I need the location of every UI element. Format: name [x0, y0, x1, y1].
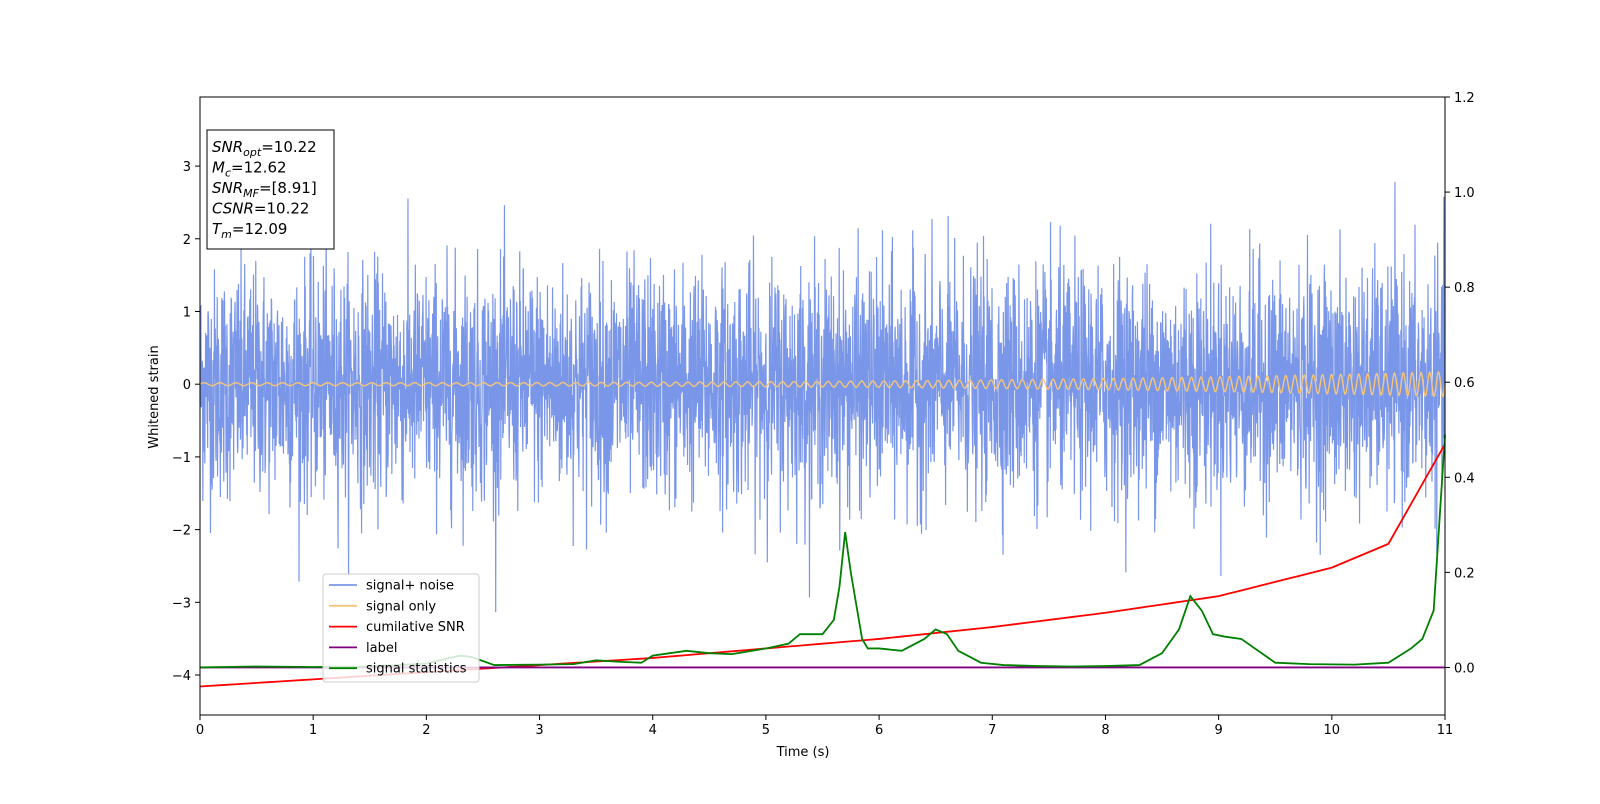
- legend-label: signal statistics: [366, 662, 467, 677]
- x-tick-label: 4: [649, 723, 657, 738]
- x-tick-label: 6: [875, 723, 883, 738]
- x-axis-label: Time (s): [776, 745, 830, 760]
- info-box-line: CSNR=10.22: [212, 200, 309, 218]
- y-left-tick-label: 3: [183, 160, 191, 175]
- series-line-signal-only: [199, 371, 1446, 398]
- y-left-tick-label: −3: [172, 596, 191, 611]
- x-tick-label: 7: [988, 723, 996, 738]
- y-left-tick-label: 2: [183, 233, 191, 248]
- legend-label: label: [366, 641, 397, 656]
- plot-frame: [199, 96, 1446, 716]
- info-box-frame: [206, 129, 335, 250]
- legend-label: signal+ noise: [366, 579, 454, 594]
- legend-label: signal only: [366, 599, 436, 614]
- info-box-line: SNRMF=[8.91]: [212, 179, 317, 200]
- x-tick-label: 10: [1324, 723, 1341, 738]
- y-right-tick-label: 1.0: [1454, 186, 1475, 201]
- y-right-tick-label: 0.8: [1454, 281, 1475, 296]
- info-box-line: Tm=12.09: [212, 220, 287, 241]
- x-tick-label: 3: [535, 723, 543, 738]
- x-tick-label: 11: [1437, 723, 1454, 738]
- series-line-signal-noise: [199, 182, 1446, 613]
- x-tick-label: 9: [1214, 723, 1222, 738]
- y-right-tick-label: 0.6: [1454, 376, 1475, 391]
- y-left-tick-label: 1: [183, 305, 191, 320]
- y-right-tick-label: 0.4: [1454, 471, 1475, 486]
- y-right-tick-label: 0.2: [1454, 566, 1475, 581]
- ticks-layer: 0 1 2 3 4 5 6 7 8 9 10 11 −4 −3 −2 −1 0 1 2 3 0.0 0.2 0.4 0.6 0.…: [172, 91, 1475, 738]
- x-tick-label: 0: [196, 723, 204, 738]
- x-tick-label: 1: [309, 723, 317, 738]
- y-right-tick-label: 0.0: [1454, 661, 1475, 676]
- legend: signal+ noise signal only cumilative SNR la…: [322, 573, 480, 683]
- legend-label: cumilative SNR: [366, 620, 465, 635]
- x-tick-label: 8: [1101, 723, 1109, 738]
- legend-frame: [322, 573, 480, 683]
- y-axis-label: Whitened strain: [147, 345, 162, 448]
- info-box-line: Mc=12.62: [212, 159, 287, 180]
- axes-layer: [199, 96, 1446, 716]
- x-tick-label: 2: [422, 723, 430, 738]
- x-tick-label: 5: [762, 723, 770, 738]
- y-left-tick-label: −4: [172, 669, 191, 684]
- y-left-tick-label: 0: [183, 378, 191, 393]
- info-box: SNRopt=10.22Mc=12.62SNRMF=[8.91]CSNR=10.…: [206, 129, 335, 250]
- y-left-tick-label: −2: [172, 524, 191, 539]
- info-box-line: SNRopt=10.22: [212, 138, 317, 159]
- y-right-tick-label: 1.2: [1454, 91, 1475, 106]
- y-left-tick-label: −1: [172, 451, 191, 466]
- series-line-signal-statistics: [199, 434, 1446, 669]
